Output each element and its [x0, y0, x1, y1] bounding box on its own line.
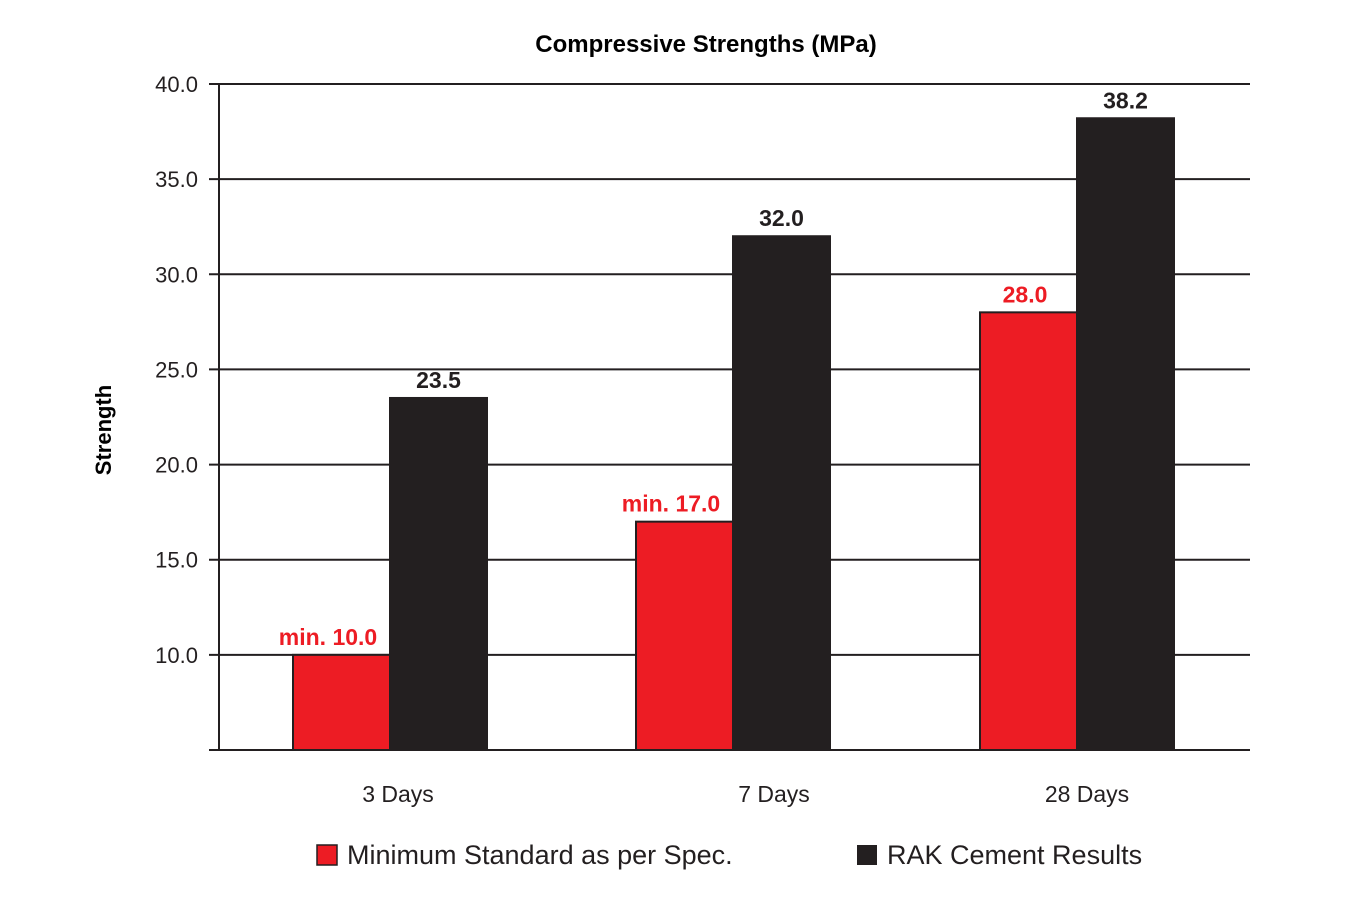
bar-rak-cement [732, 235, 831, 751]
y-tick-label: 35.0 [155, 167, 198, 192]
data-label: 32.0 [759, 205, 804, 231]
y-tick-label: 25.0 [155, 357, 198, 382]
legend: Minimum Standard as per Spec. RAK Cement… [316, 840, 1142, 870]
x-tick-label: 28 Days [1045, 781, 1129, 807]
bar-minimum-standard [635, 520, 734, 752]
legend-label: Minimum Standard as per Spec. [347, 840, 733, 870]
data-label: 38.2 [1103, 87, 1148, 113]
y-tick-label: 10.0 [155, 643, 198, 668]
data-label: min. 10.0 [279, 624, 377, 650]
y-tick-label: 30.0 [155, 262, 198, 287]
legend-swatch-black [857, 845, 877, 865]
bar-rak-cement [389, 396, 488, 751]
y-tick-label: 15.0 [155, 548, 198, 573]
bar-minimum-standard [292, 653, 391, 751]
bar-minimum-standard [979, 311, 1078, 751]
bar-rak-cement [1076, 117, 1175, 752]
legend-swatch-red [316, 844, 338, 866]
y-tick-label: 20.0 [155, 453, 198, 478]
legend-label: RAK Cement Results [887, 840, 1142, 870]
legend-item-rak-cement[interactable]: RAK Cement Results [857, 840, 1142, 870]
data-label: min. 17.0 [622, 491, 720, 517]
y-tick-label: 40.0 [155, 72, 198, 97]
x-tick-label: 7 Days [738, 781, 810, 807]
data-label: 23.5 [416, 367, 461, 393]
data-label: 28.0 [1003, 281, 1048, 307]
x-tick-label: 3 Days [362, 781, 434, 807]
legend-item-minimum-standard[interactable]: Minimum Standard as per Spec. [316, 840, 733, 870]
y-axis-label: Strength [91, 385, 116, 475]
chart-title: Compressive Strengths (MPa) [535, 31, 876, 58]
